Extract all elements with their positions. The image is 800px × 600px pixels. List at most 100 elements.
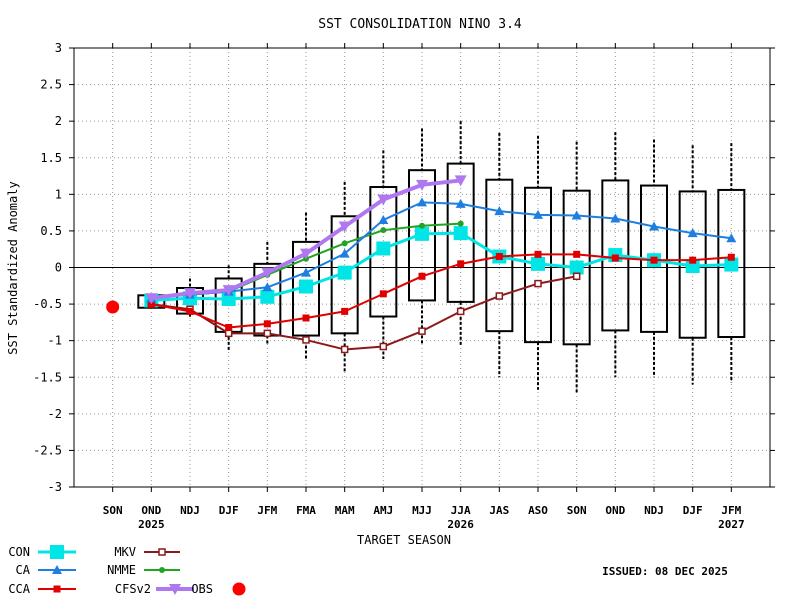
series-mkv bbox=[147, 272, 581, 354]
marker-triangle-down bbox=[377, 194, 390, 206]
y-tick-label: -3 bbox=[48, 480, 62, 494]
marker-dot bbox=[380, 227, 387, 234]
marker-triangle bbox=[262, 282, 273, 292]
marker-triangle bbox=[339, 248, 350, 258]
marker-triangle bbox=[455, 198, 466, 208]
marker-square bbox=[457, 260, 465, 268]
x-tick-label: DJF bbox=[219, 504, 239, 517]
marker-dot-large bbox=[106, 300, 120, 314]
marker-square-open bbox=[418, 327, 426, 335]
marker-dot bbox=[341, 240, 348, 247]
marker-triangle bbox=[571, 210, 582, 220]
marker-triangle-down bbox=[416, 179, 428, 191]
series-line bbox=[151, 275, 577, 351]
marker-triangle bbox=[494, 206, 505, 216]
marker-square-large bbox=[724, 257, 739, 272]
year-label: 2026 bbox=[447, 518, 474, 531]
legend-label: CCA bbox=[8, 582, 30, 596]
marker-square-open bbox=[534, 279, 542, 288]
marker-triangle bbox=[417, 197, 427, 207]
x-tick-label: SON bbox=[103, 504, 123, 517]
y-tick-label: 0.5 bbox=[40, 224, 62, 238]
y-tick-label: 3 bbox=[55, 41, 62, 55]
marker-square-open bbox=[224, 329, 233, 338]
x-tick-label: DJF bbox=[683, 504, 703, 517]
box-iqr bbox=[330, 215, 359, 335]
marker-square-large bbox=[260, 289, 275, 304]
x-tick-label: FMA bbox=[296, 504, 316, 517]
y-tick-label: 2 bbox=[55, 114, 62, 128]
legend-label: NMME bbox=[107, 563, 136, 577]
marker-square bbox=[534, 250, 542, 258]
marker-square bbox=[727, 253, 735, 261]
box-iqr bbox=[408, 169, 436, 302]
x-tick-label: OND bbox=[605, 504, 625, 517]
marker-square bbox=[341, 307, 349, 315]
x-axis-label: TARGET SEASON bbox=[357, 533, 451, 547]
y-tick-label: 1.5 bbox=[40, 151, 62, 165]
box-plot bbox=[408, 128, 436, 345]
marker-square-large bbox=[376, 241, 391, 256]
marker-square bbox=[689, 256, 697, 264]
marker-dot bbox=[457, 220, 464, 227]
marker-square bbox=[650, 256, 658, 264]
x-tick-label: OND bbox=[141, 504, 161, 517]
y-tick-label: -2 bbox=[48, 407, 62, 421]
marker-triangle bbox=[649, 221, 659, 231]
y-tick-label: 0 bbox=[55, 261, 62, 275]
marker-square bbox=[186, 307, 194, 315]
year-label: 2027 bbox=[718, 518, 745, 531]
x-tick-label: SON bbox=[567, 504, 587, 517]
marker-square bbox=[225, 323, 233, 331]
series-ca bbox=[146, 197, 737, 303]
marker-square bbox=[263, 320, 271, 328]
x-tick-label: JFM bbox=[721, 504, 741, 517]
marker-triangle bbox=[726, 233, 737, 243]
marker-square-open bbox=[495, 292, 504, 300]
y-tick-label: 2.5 bbox=[40, 78, 62, 92]
marker-triangle-down bbox=[261, 267, 274, 279]
x-tick-label: ASO bbox=[528, 504, 548, 517]
series-cca bbox=[147, 250, 735, 331]
year-label: 2025 bbox=[138, 518, 165, 531]
marker-triangle bbox=[687, 228, 698, 238]
y-tick-label: -1 bbox=[48, 334, 62, 348]
marker-square-large bbox=[531, 256, 545, 271]
marker-square-open bbox=[158, 548, 166, 556]
legend-label: CFSv2 bbox=[115, 582, 151, 596]
marker-triangle bbox=[52, 565, 62, 574]
legend-item-con: CON bbox=[8, 545, 76, 559]
legend-item-mkv: MKV bbox=[114, 545, 180, 559]
x-tick-label: AMJ bbox=[373, 504, 393, 517]
y-axis-label: SST Standardized Anomaly bbox=[6, 181, 20, 354]
series-cfsv2 bbox=[145, 175, 467, 305]
series-obs bbox=[106, 300, 120, 314]
legend-item-obs: OBS bbox=[191, 582, 246, 596]
marker-square-large bbox=[299, 279, 313, 294]
legend: CON CA CCA MKV NMME CFSv2 OBS bbox=[8, 545, 246, 596]
marker-square-open bbox=[572, 272, 581, 281]
marker-square bbox=[379, 290, 387, 298]
x-tick-label: MJJ bbox=[412, 504, 432, 517]
marker-square bbox=[418, 272, 426, 280]
marker-triangle bbox=[301, 267, 311, 277]
marker-triangle-down bbox=[184, 288, 196, 300]
marker-square-large bbox=[569, 260, 584, 275]
box-plot bbox=[214, 265, 243, 351]
x-tick-label: MAM bbox=[335, 504, 355, 517]
legend-item-ca: CA bbox=[16, 563, 76, 577]
marker-square bbox=[611, 254, 619, 262]
y-tick-label: -0.5 bbox=[33, 297, 62, 311]
marker-triangle-down bbox=[145, 293, 158, 305]
legend-item-nmme: NMME bbox=[107, 563, 180, 577]
legend-label: OBS bbox=[191, 582, 213, 596]
marker-square-open bbox=[263, 329, 272, 338]
marker-triangle-down bbox=[338, 221, 351, 233]
y-axis: 3 2.5 2 1.5 1 0.5 0 -0.5 -1 -1.5 -2 -2.5 -3 bbox=[33, 41, 775, 494]
legend-item-cfsv2: CFSv2 bbox=[115, 582, 194, 596]
series-line bbox=[151, 231, 732, 302]
marker-triangle bbox=[378, 214, 389, 224]
marker-square bbox=[302, 314, 310, 322]
issued-date: ISSUED: 08 DEC 2025 bbox=[602, 565, 728, 578]
